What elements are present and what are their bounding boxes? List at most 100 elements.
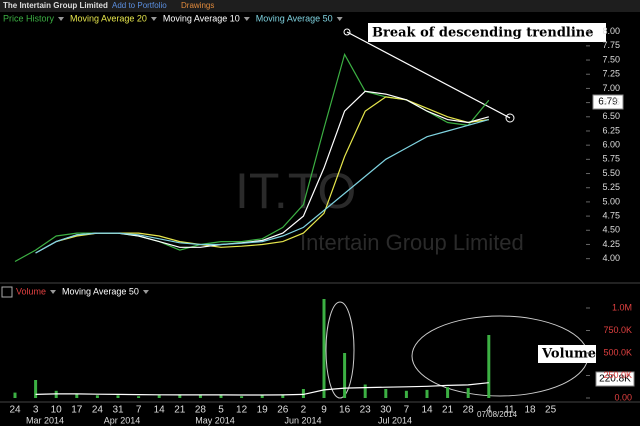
series-line [35, 382, 489, 396]
y-tick-label: 4.00 [602, 253, 620, 263]
volume-bar [260, 395, 264, 398]
volume-bar [404, 390, 408, 398]
last-volume: 220.8K [599, 374, 631, 385]
legend-arrow [243, 17, 250, 21]
volume-bar [219, 395, 223, 398]
volume-bar [178, 394, 182, 398]
drawings[interactable]: Drawings [181, 1, 214, 10]
month-label: Jun 2014 [284, 415, 321, 425]
volume-bar [281, 394, 285, 398]
legend-label: Moving Average 50 [256, 13, 333, 23]
legend-label: Volume [16, 286, 46, 296]
month-label: Jul 2014 [378, 415, 412, 425]
y-tick-label: 5.00 [602, 196, 620, 206]
y-tick-label: 250.0K [603, 370, 632, 380]
y-tick-label: 7.00 [602, 83, 620, 93]
x-tick-label: 4 [486, 405, 492, 416]
y-tick-label: 6.25 [602, 125, 620, 135]
volume-highlight [325, 301, 355, 399]
legend-arrow [150, 17, 157, 21]
volume-bar [116, 395, 120, 398]
y-tick-label: 500.0K [603, 347, 632, 357]
y-tick-label: 0.00 [614, 392, 632, 402]
volume-bar [384, 389, 388, 398]
watermark-sub: Intertain Group Limited [300, 230, 524, 255]
x-tick-label: 2 [301, 405, 307, 416]
volume-bar [157, 395, 161, 398]
volume-bar [95, 395, 99, 398]
volume-bar [137, 396, 141, 398]
collapse-button[interactable] [1, 286, 13, 298]
volume-bar [487, 335, 491, 398]
x-tick-label: 7 [404, 405, 410, 416]
annotation-box [368, 23, 606, 42]
volume-bar [13, 392, 17, 398]
month-label: May 2014 [195, 415, 235, 425]
x-tick-label: 30 [380, 405, 392, 416]
legend-arrow [58, 17, 65, 21]
x-tick-label: 10 [51, 405, 63, 416]
y-tick-label: 750.0K [603, 325, 632, 335]
series-line [35, 119, 489, 254]
y-tick-label: 5.25 [602, 182, 620, 192]
volume-bar [240, 396, 244, 398]
month-label: Apr 2014 [104, 415, 141, 425]
x-tick-label: 12 [236, 405, 248, 416]
y-tick-label: 5.50 [602, 168, 620, 178]
annotation: Break of descending trendline [372, 26, 594, 41]
x-tick-label: 26 [277, 405, 289, 416]
x-tick-label: 24 [9, 405, 21, 416]
trend-point [343, 28, 351, 36]
trendline [346, 31, 511, 119]
volume-bar [446, 387, 450, 398]
chart-title: The Intertain Group Limited [3, 1, 108, 10]
x-tick-label: 18 [524, 405, 536, 416]
x-tick-label: 14 [421, 405, 433, 416]
volume-bar [322, 299, 326, 398]
x-tick-label: 5 [218, 405, 224, 416]
y-tick-label: 6.00 [602, 140, 620, 150]
x-tick-label: 21 [442, 405, 454, 416]
volume-bar [75, 394, 79, 398]
legend-arrow [336, 17, 343, 21]
y-tick-label: 4.75 [602, 210, 620, 220]
month-label: Mar 2014 [26, 415, 64, 425]
date-label: 07/08/2014 [477, 410, 518, 419]
volume-bar [34, 380, 38, 398]
y-tick-label: 6.75 [602, 97, 620, 107]
x-tick-label: 7 [136, 405, 142, 416]
legend-label: Moving Average 20 [70, 13, 147, 23]
x-tick-label: 23 [360, 405, 372, 416]
y-tick-label: 6.50 [602, 111, 620, 121]
volume-bar [301, 389, 305, 398]
x-tick-label: 16 [339, 405, 351, 416]
add-portfolio[interactable]: Add to Portfolio [112, 1, 167, 10]
y-tick-label: 7.50 [602, 54, 620, 64]
watermark: IT.TO [235, 163, 356, 219]
x-tick-label: 28 [195, 405, 207, 416]
x-tick-label: 24 [92, 405, 104, 416]
volume-bar [425, 389, 429, 398]
volume-bar [466, 388, 470, 398]
x-tick-label: 31 [112, 405, 124, 416]
y-tick-label: 8.00 [602, 26, 620, 36]
legend-label: Moving Average 10 [163, 13, 240, 23]
legend-label: Moving Average 50 [62, 286, 139, 296]
y-tick-label: 7.25 [602, 69, 620, 79]
volume-bar [363, 384, 367, 398]
legend-label: Price History [3, 13, 55, 23]
x-tick-label: 14 [154, 405, 166, 416]
x-tick-label: 19 [257, 405, 269, 416]
volume-bar [343, 353, 347, 398]
x-tick-label: 28 [463, 405, 475, 416]
last-volume-box [595, 371, 635, 387]
trend-point [505, 113, 515, 123]
x-tick-label: 25 [545, 405, 557, 416]
y-tick-label: 4.50 [602, 225, 620, 235]
annotation-box [538, 345, 596, 363]
legend-arrow [50, 290, 57, 294]
legend-arrow [142, 290, 149, 294]
top-bar [0, 0, 640, 12]
